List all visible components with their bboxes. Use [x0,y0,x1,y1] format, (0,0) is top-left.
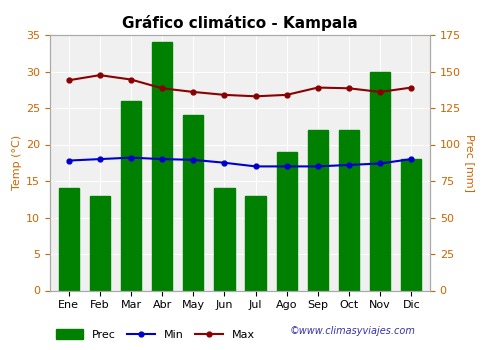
Y-axis label: Prec [mm]: Prec [mm] [464,134,474,192]
Bar [183,115,204,290]
Bar [58,188,79,290]
Legend: Prec, Min, Max: Prec, Min, Max [56,329,254,340]
Bar [370,71,390,290]
Bar [339,130,359,290]
Bar [246,196,266,290]
Bar [401,159,421,290]
Title: Gráfico climático - Kampala: Gráfico climático - Kampala [122,15,358,31]
Bar [152,42,172,290]
Text: ©www.climasyviajes.com: ©www.climasyviajes.com [290,326,416,336]
Bar [90,196,110,290]
Bar [214,188,234,290]
Y-axis label: Temp (°C): Temp (°C) [12,135,22,190]
Bar [276,152,297,290]
Bar [308,130,328,290]
Bar [121,101,141,290]
